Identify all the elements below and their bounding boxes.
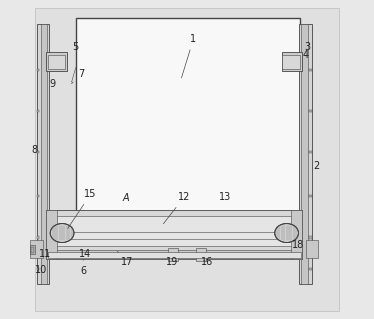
Text: 2: 2 — [313, 161, 320, 171]
Bar — [309, 236, 312, 239]
Bar — [37, 151, 39, 153]
Bar — [37, 69, 39, 71]
Text: 16: 16 — [202, 257, 214, 267]
Bar — [76, 18, 300, 234]
Bar — [37, 236, 39, 239]
Text: 14: 14 — [79, 249, 91, 259]
Bar — [48, 216, 301, 247]
Bar — [37, 25, 49, 284]
Bar — [299, 25, 312, 284]
Text: 13: 13 — [219, 192, 231, 203]
Text: 6: 6 — [80, 259, 86, 276]
Bar — [291, 210, 303, 259]
Bar — [31, 247, 34, 253]
Text: 8: 8 — [31, 145, 38, 155]
Text: 5: 5 — [73, 42, 79, 52]
Bar — [30, 240, 43, 257]
Bar — [48, 252, 301, 257]
Bar — [30, 245, 35, 254]
Bar — [282, 52, 303, 71]
Bar — [306, 240, 318, 257]
Bar — [309, 110, 312, 112]
Bar — [46, 52, 67, 71]
Bar — [301, 25, 308, 284]
Text: 3: 3 — [304, 42, 310, 52]
Text: 19: 19 — [166, 257, 178, 267]
Bar — [41, 25, 47, 284]
Bar — [309, 268, 312, 270]
Text: 7: 7 — [71, 69, 84, 84]
Bar — [168, 248, 178, 261]
Bar — [282, 55, 300, 69]
Bar — [46, 210, 303, 259]
Bar — [37, 195, 39, 197]
Text: 10: 10 — [36, 265, 47, 275]
Bar — [37, 110, 39, 112]
Bar — [309, 195, 312, 197]
Ellipse shape — [50, 224, 74, 242]
Ellipse shape — [275, 224, 298, 242]
Bar — [37, 268, 39, 270]
Text: 4: 4 — [303, 50, 309, 60]
Text: A: A — [122, 193, 129, 203]
Bar — [46, 210, 57, 259]
Bar — [48, 55, 65, 69]
Text: 15: 15 — [68, 189, 97, 228]
Bar — [196, 248, 206, 261]
Bar — [309, 69, 312, 71]
Bar — [48, 250, 301, 259]
Text: 11: 11 — [39, 249, 52, 259]
Text: 1: 1 — [181, 34, 196, 78]
Text: 17: 17 — [117, 251, 133, 267]
Text: 9: 9 — [49, 78, 56, 89]
Text: 18: 18 — [292, 240, 304, 250]
Bar — [309, 151, 312, 153]
Text: 12: 12 — [163, 192, 190, 224]
